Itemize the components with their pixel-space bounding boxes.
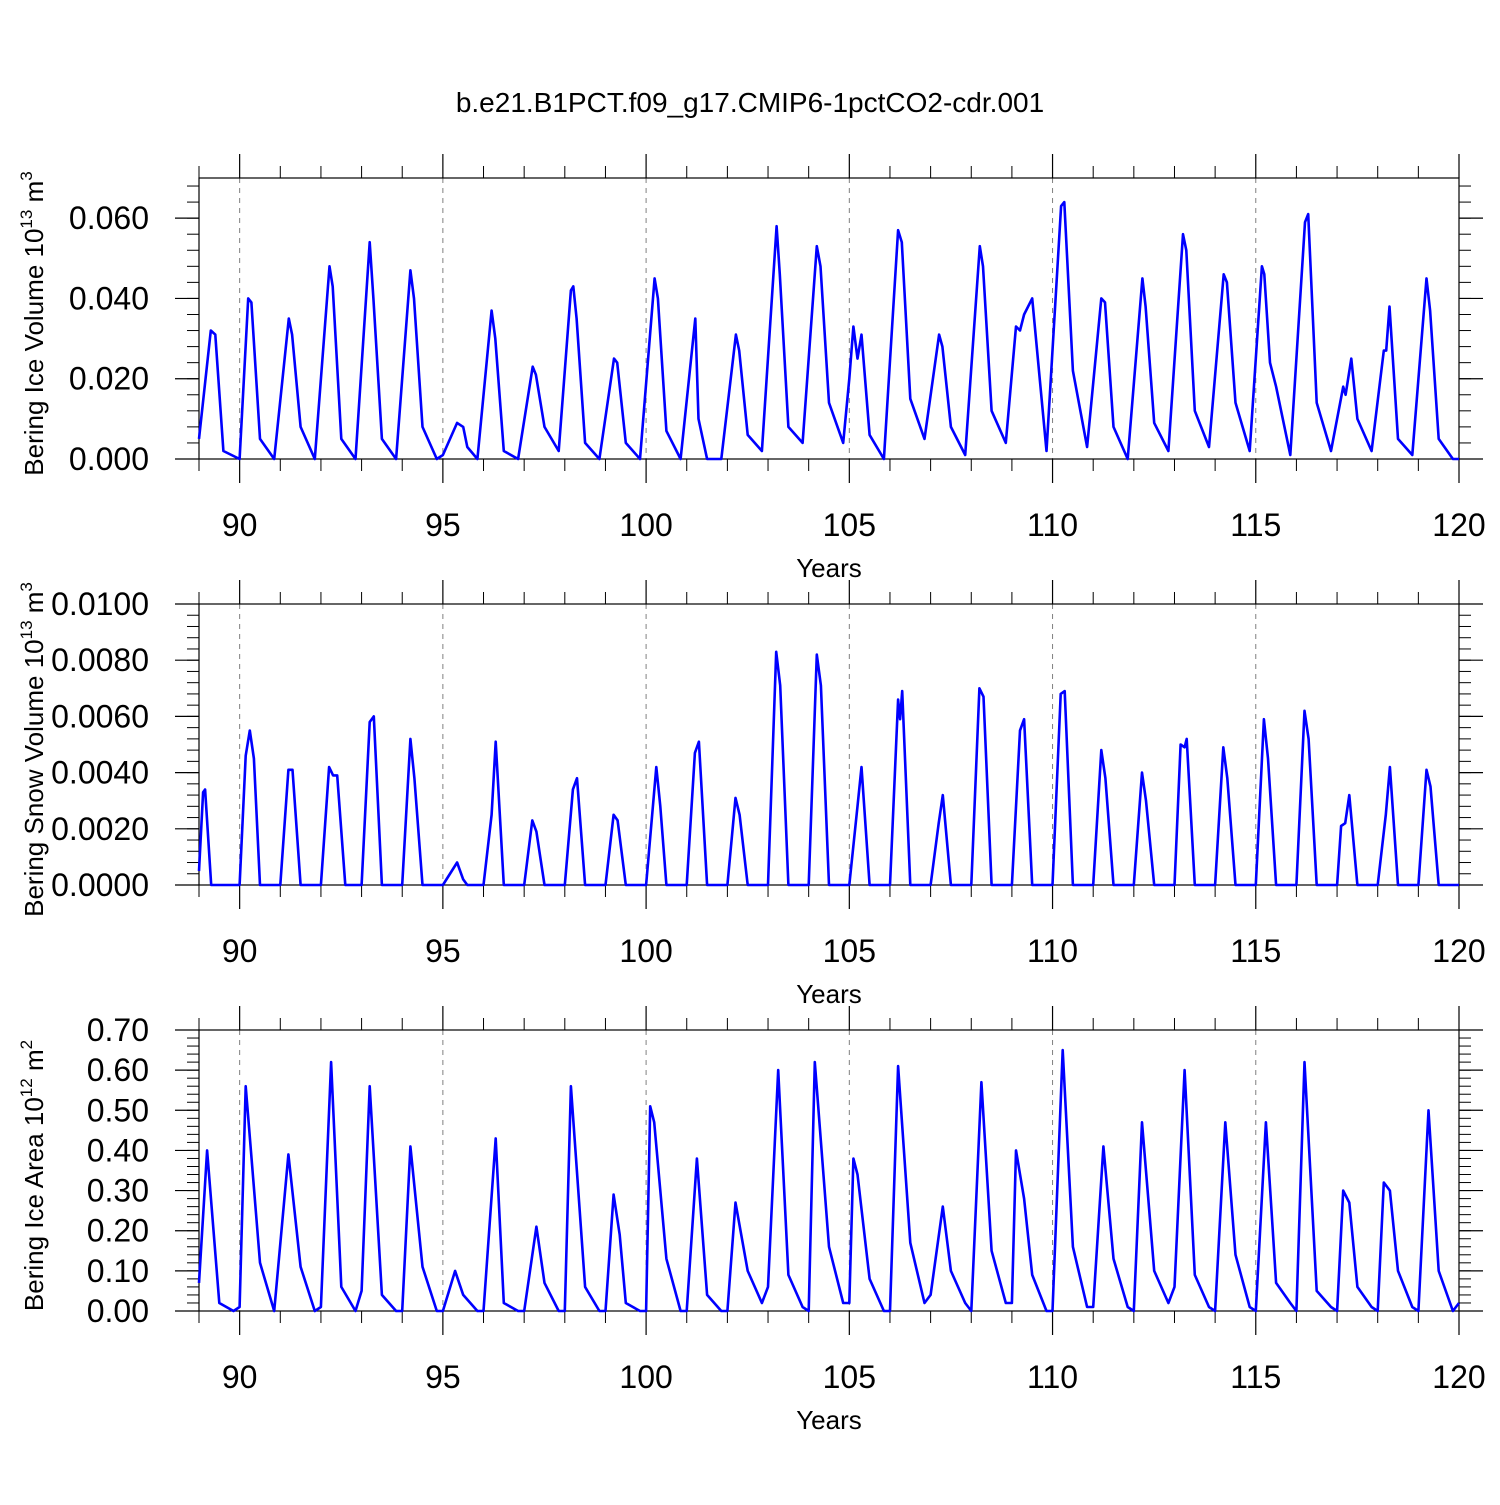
y-axis-title-part: Bering Snow Volume 10 bbox=[19, 639, 49, 917]
y-tick-label: 0.30 bbox=[87, 1173, 149, 1209]
x-tick-label: 100 bbox=[619, 933, 672, 969]
x-tick-label: 95 bbox=[425, 1359, 461, 1395]
y-tick-label: 0.40 bbox=[87, 1132, 149, 1168]
y-tick-label: 0.0060 bbox=[51, 698, 149, 734]
x-axis-title: Years bbox=[796, 553, 862, 583]
y-tick-label: 0.20 bbox=[87, 1213, 149, 1249]
plot-frame bbox=[198, 603, 1460, 886]
plot-frame bbox=[198, 177, 1460, 460]
x-tick-label: 95 bbox=[425, 933, 461, 969]
y-tick-label: 0.000 bbox=[69, 441, 149, 477]
x-tick-label: 105 bbox=[823, 1359, 876, 1395]
y-axis-title-part: Bering Ice Area 10 bbox=[19, 1097, 49, 1311]
x-tick-label: 115 bbox=[1230, 507, 1281, 543]
panel-3: 90 95 100 105 110 115 120 0.00 0.10 0.20 0.30 0.40 0… bbox=[17, 1006, 1486, 1435]
panel-1: 90 95 100 105 110 115 120 0.000 0.020 0.040 0.060 Y… bbox=[17, 154, 1486, 583]
x-tick-label: 90 bbox=[222, 933, 258, 969]
series-line bbox=[197, 200, 1459, 461]
y-tick-label: 0.040 bbox=[69, 280, 149, 316]
y-axis-title-part: m bbox=[19, 592, 49, 621]
y-tick-label: 0.60 bbox=[87, 1052, 149, 1088]
x-tick-label: 95 bbox=[425, 507, 461, 543]
x-tick-label: 120 bbox=[1432, 1359, 1485, 1395]
y-tick-label: 0.0020 bbox=[51, 811, 149, 847]
y-axis-title: Bering Ice Area 1012 m2 bbox=[17, 1040, 49, 1311]
y-tick-label: 0.70 bbox=[87, 1012, 149, 1048]
x-tick-label: 110 bbox=[1027, 507, 1078, 543]
y-axis-title-part: m bbox=[19, 1049, 49, 1078]
y-axis-title-part: 2 bbox=[17, 1040, 36, 1049]
x-tick-label: 120 bbox=[1432, 933, 1485, 969]
y-axis-title-part: 12 bbox=[17, 1078, 36, 1097]
x-tick-label: 105 bbox=[823, 507, 876, 543]
y-tick-label: 0.00 bbox=[87, 1293, 149, 1329]
y-tick-label: 0.0100 bbox=[51, 586, 149, 622]
y-tick-label: 0.020 bbox=[69, 361, 149, 397]
series-line bbox=[197, 1048, 1461, 1313]
y-axis-title-part: m bbox=[19, 181, 49, 210]
y-axis-title: Bering Snow Volume 1013 m3 bbox=[17, 582, 49, 917]
y-axis-title-part: 3 bbox=[17, 171, 36, 180]
y-tick-label: 0.0040 bbox=[51, 755, 149, 791]
x-tick-label: 110 bbox=[1027, 1359, 1078, 1395]
x-tick-label: 90 bbox=[222, 1359, 258, 1395]
y-tick-label: 0.50 bbox=[87, 1092, 149, 1128]
x-tick-label: 105 bbox=[823, 933, 876, 969]
y-axis-title: Bering Ice Volume 1013 m3 bbox=[17, 171, 49, 475]
x-axis-title: Years bbox=[796, 1405, 862, 1435]
y-axis-title-part: 3 bbox=[17, 582, 36, 591]
x-axis-title: Years bbox=[796, 979, 862, 1009]
chart-title: b.e21.B1PCT.f09_g17.CMIP6-1pctCO2-cdr.00… bbox=[456, 87, 1044, 118]
y-axis-title-part: Bering Ice Volume 10 bbox=[19, 229, 49, 476]
y-axis-title-part: 13 bbox=[17, 210, 36, 229]
x-tick-label: 115 bbox=[1230, 933, 1281, 969]
x-tick-label: 120 bbox=[1432, 507, 1485, 543]
y-tick-label: 0.0080 bbox=[51, 642, 149, 678]
y-tick-label: 0.060 bbox=[69, 200, 149, 236]
y-axis-title-part: 13 bbox=[17, 620, 36, 639]
plot-frame bbox=[198, 1029, 1460, 1312]
x-tick-label: 110 bbox=[1027, 933, 1078, 969]
y-tick-label: 0.0000 bbox=[51, 867, 149, 903]
x-tick-label: 100 bbox=[619, 507, 672, 543]
x-tick-label: 90 bbox=[222, 507, 258, 543]
series-line bbox=[197, 650, 1459, 887]
y-tick-label: 0.10 bbox=[87, 1253, 149, 1289]
panel-2: 90 95 100 105 110 115 120 0.0000 0.0020 0.0040 0.0… bbox=[17, 580, 1486, 1009]
x-tick-label: 115 bbox=[1230, 1359, 1281, 1395]
x-tick-label: 100 bbox=[619, 1359, 672, 1395]
panels: 90 95 100 105 110 115 120 0.000 0.020 0.040 0.060 Y… bbox=[17, 154, 1486, 1435]
